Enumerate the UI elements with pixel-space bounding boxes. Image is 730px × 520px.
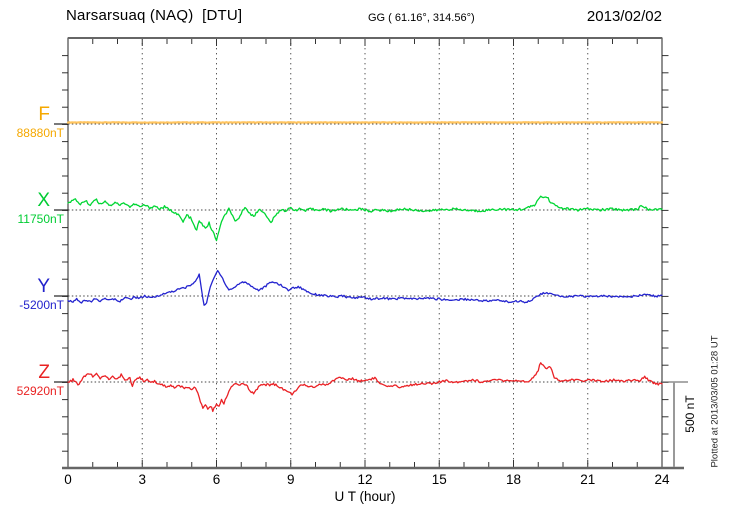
trace-basevalue-y: -5200nT <box>19 298 64 312</box>
x-axis-tick-label: 12 <box>357 472 373 487</box>
trace-basevalue-x: 11750nT <box>17 212 64 226</box>
station-title: Narsarsuaq (NAQ) [DTU] <box>66 7 243 24</box>
trace-basevalue-f: 88880nT <box>16 126 64 140</box>
plotted-timestamp: Plotted at 2013/03/05 01:28 UT <box>709 335 721 468</box>
trace-f <box>66 121 664 124</box>
x-axis-tick-label: 18 <box>505 472 522 487</box>
trace-label-x: X <box>37 190 50 211</box>
x-axis-tick-label: 3 <box>138 472 146 487</box>
x-axis-tick-label: 6 <box>212 472 221 487</box>
scale-bar-label: 500 nT <box>683 395 697 433</box>
trace-label-y: Y <box>37 276 50 297</box>
x-axis-tick-label: 15 <box>431 472 447 487</box>
trace-z <box>67 362 663 413</box>
geographic-coordinates: GG ( 61.16°, 314.56°) <box>368 12 475 24</box>
trace-x <box>67 195 663 242</box>
trace-label-z: Z <box>38 362 50 383</box>
x-axis-tick-label: 9 <box>286 472 295 487</box>
x-axis-title: U T (hour) <box>334 489 396 504</box>
x-axis-tick-label: 21 <box>580 472 596 487</box>
trace-y <box>67 269 663 306</box>
trace-basevalue-z: 52920nT <box>16 384 64 398</box>
trace-label-f: F <box>38 104 50 125</box>
plot-date: 2013/02/02 <box>586 8 662 25</box>
x-axis-tick-label: 24 <box>654 472 670 487</box>
x-axis-tick-label: 0 <box>64 472 72 487</box>
